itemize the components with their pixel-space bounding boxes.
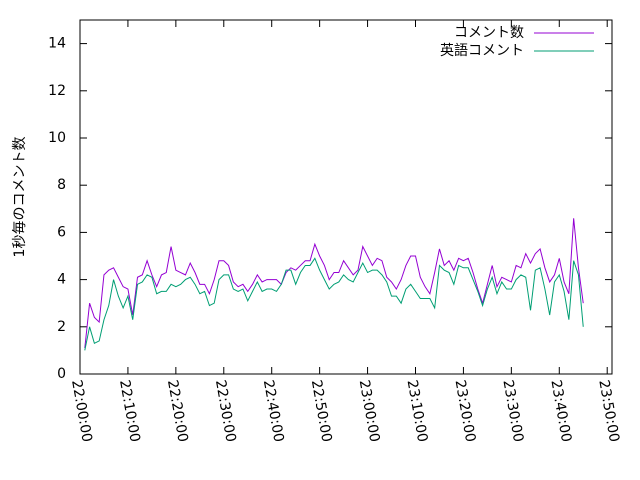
series-line	[84, 257, 584, 351]
x-tick-label: 22:40:00	[260, 379, 287, 444]
y-tick-label: 6	[57, 224, 66, 240]
x-tick-label: 22:30:00	[212, 379, 239, 444]
x-tick-label: 23:30:00	[499, 379, 526, 444]
y-tick-label: 14	[48, 36, 66, 52]
x-tick-label: 22:10:00	[116, 379, 143, 444]
x-tick-label: 22:00:00	[68, 379, 95, 444]
y-tick-label: 0	[57, 366, 66, 382]
x-tick-label: 23:10:00	[404, 379, 431, 444]
y-axis-label: 1秒毎のコメント数	[12, 137, 28, 258]
y-tick-label: 10	[48, 130, 66, 146]
legend-label: コメント数	[454, 25, 524, 41]
x-tick-label: 23:20:00	[452, 379, 479, 444]
plot-border	[79, 19, 613, 375]
series-line	[84, 218, 584, 349]
y-tick-label: 2	[57, 319, 66, 335]
x-tick-label: 23:50:00	[595, 379, 622, 444]
x-tick-label: 22:20:00	[164, 379, 191, 444]
x-tick-label: 23:00:00	[356, 379, 383, 444]
y-tick-label: 12	[48, 83, 66, 99]
y-tick-label: 4	[57, 272, 66, 288]
x-tick-label: 22:50:00	[308, 379, 335, 444]
x-tick-label: 23:40:00	[547, 379, 574, 444]
legend-label: 英語コメント	[440, 42, 524, 59]
y-tick-label: 8	[57, 177, 66, 193]
